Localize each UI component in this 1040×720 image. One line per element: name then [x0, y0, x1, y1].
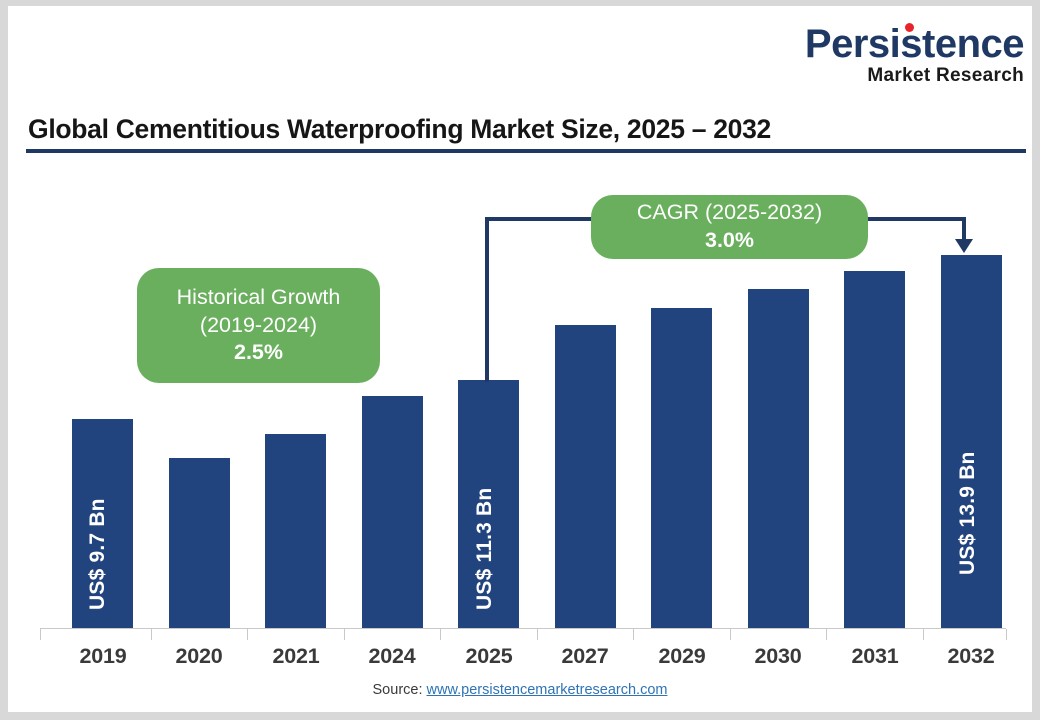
bar-2031[interactable]	[844, 271, 905, 629]
axis-tick	[633, 629, 634, 640]
axis-tick	[440, 629, 441, 640]
cagr-callout: CAGR (2025-2032) 3.0%	[591, 195, 868, 259]
source-prefix: Source:	[372, 682, 427, 698]
page-title: Global Cementitious Waterproofing Market…	[28, 114, 771, 144]
bar-2019[interactable]	[72, 419, 133, 629]
source-note: Source: www.persistencemarketresearch.co…	[8, 682, 1032, 698]
bar-2020[interactable]	[169, 458, 230, 629]
cagr-value: 3.0%	[704, 228, 754, 252]
x-axis-line	[40, 628, 1006, 629]
bar-2030[interactable]	[748, 289, 809, 629]
source-link[interactable]: www.persistencemarketresearch.com	[426, 682, 668, 698]
bar-2029[interactable]	[651, 308, 712, 629]
bar-2032[interactable]	[941, 255, 1002, 629]
cagr-connector-vertical-right	[962, 217, 966, 241]
axis-tick	[1006, 629, 1007, 640]
title-divider	[26, 149, 1026, 153]
cagr-line1: CAGR (2025-2032)	[636, 200, 823, 225]
x-axis-label-2030: 2030	[754, 644, 802, 668]
bar-2024[interactable]	[362, 396, 423, 629]
x-axis-label-2020: 2020	[175, 644, 223, 668]
slide-canvas: Persistence Market Research Global Cemen…	[8, 6, 1032, 712]
x-axis-label-2027: 2027	[561, 644, 609, 668]
axis-tick	[923, 629, 924, 640]
axis-tick	[40, 629, 41, 640]
brand-tagline: Market Research	[867, 65, 1024, 86]
x-axis-label-2025: 2025	[465, 644, 513, 668]
x-axis-label-2031: 2031	[851, 644, 899, 668]
x-axis-label-2021: 2021	[272, 644, 320, 668]
bar-value-label-2019: US$ 9.7 Bn	[86, 498, 109, 610]
bar-2025[interactable]	[458, 380, 519, 629]
historical-growth-value: 2.5%	[233, 340, 283, 365]
bar-value-label-2032: US$ 13.9 Bn	[956, 451, 979, 575]
cagr-connector-vertical-left	[485, 217, 489, 382]
axis-tick	[537, 629, 538, 640]
axis-tick	[247, 629, 248, 640]
brand-name-text: Persistence	[804, 22, 1025, 66]
brand-name: Persistence	[804, 22, 1025, 66]
historical-growth-line1: Historical Growth	[176, 285, 341, 310]
bar-value-label-2025: US$ 11.3 Bn	[473, 487, 496, 610]
axis-tick	[151, 629, 152, 640]
x-axis-label-2024: 2024	[368, 644, 416, 668]
logo-dot-icon	[904, 23, 914, 32]
axis-tick	[344, 629, 345, 640]
x-axis-label-2019: 2019	[79, 644, 127, 668]
historical-growth-line2: (2019-2024)	[199, 312, 318, 337]
bar-2027[interactable]	[555, 325, 616, 629]
historical-growth-callout: Historical Growth (2019-2024) 2.5%	[137, 268, 380, 383]
axis-tick	[730, 629, 731, 640]
axis-tick	[826, 629, 827, 640]
x-axis-label-2032: 2032	[947, 644, 995, 668]
bar-chart: US$ 9.7 Bn US$ 11.3 Bn US$ 13.9 Bn 2019 …	[8, 6, 1032, 712]
cagr-connector-arrowhead-icon	[955, 239, 973, 253]
bar-2021[interactable]	[265, 434, 326, 629]
x-axis-label-2029: 2029	[658, 644, 706, 668]
brand-logo: Persistence Market Research	[804, 22, 1025, 86]
